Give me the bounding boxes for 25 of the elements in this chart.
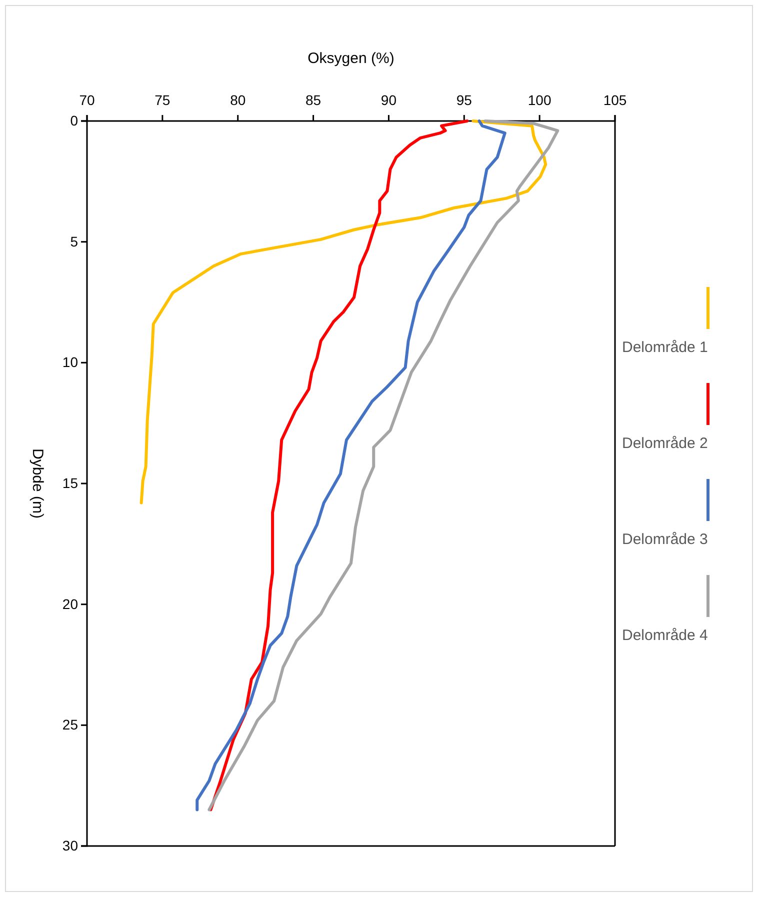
x-tick-label: 85: [305, 92, 322, 108]
x-tick-label: 95: [456, 92, 472, 108]
x-tick-label: 100: [528, 92, 552, 108]
text: Delområde 4: [622, 627, 708, 644]
y-tick-label: 5: [70, 233, 78, 250]
x-tick-label: 105: [603, 92, 627, 108]
x-axis-title: Oksygen (%): [308, 50, 394, 67]
line-series: [196, 120, 506, 812]
y-tick-label: 30: [62, 837, 78, 854]
text: Delområde 1: [622, 339, 708, 356]
text: Delområde 2: [622, 435, 708, 452]
x-tick-label: 70: [79, 92, 95, 108]
y-tick-label: 15: [62, 474, 78, 491]
y-tick-label: 25: [62, 716, 78, 733]
text: Delområde 3: [622, 531, 708, 548]
y-axis-title: Dybde (m): [29, 448, 46, 519]
line-series: [140, 120, 548, 504]
y-tick-label: 0: [70, 112, 78, 128]
x-tick-label: 80: [230, 92, 246, 108]
y-tick-label: 10: [62, 354, 78, 370]
line-series: [209, 120, 469, 812]
y-tick-label: 20: [62, 596, 78, 612]
x-tick-label: 75: [154, 92, 170, 108]
x-tick-label: 90: [380, 92, 397, 108]
line-series: [208, 120, 560, 812]
